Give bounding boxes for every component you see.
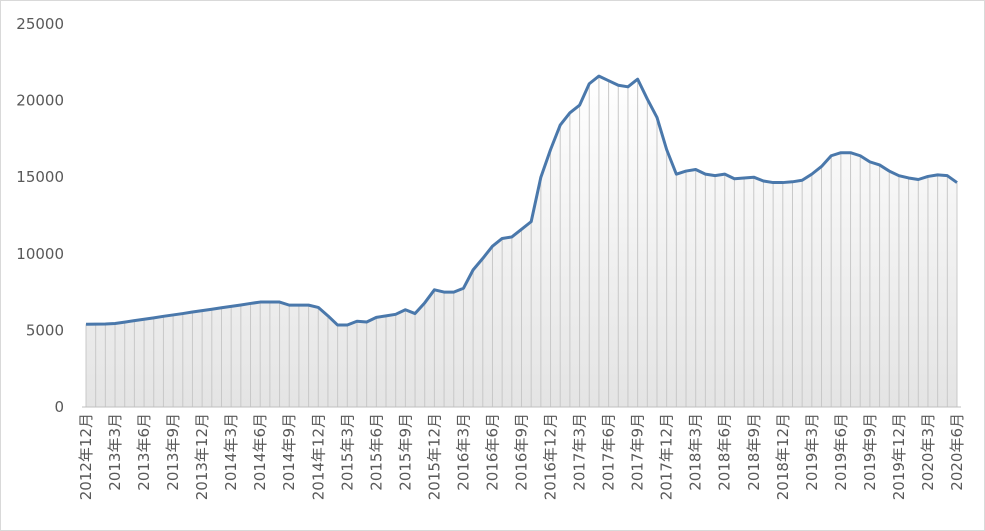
y-tick-label: 15000 bbox=[16, 168, 64, 186]
x-tick-label: 2016年6月 bbox=[483, 413, 501, 491]
x-tick-label: 2014年6月 bbox=[251, 413, 269, 491]
x-tick-label: 2018年12月 bbox=[774, 413, 792, 500]
x-tick-label: 2014年12月 bbox=[309, 413, 327, 500]
x-tick-label: 2017年9月 bbox=[629, 413, 647, 491]
x-tick-label: 2016年3月 bbox=[454, 413, 472, 491]
x-tick-label: 2017年3月 bbox=[571, 413, 589, 491]
series-line bbox=[85, 74, 958, 327]
y-tick-label: 0 bbox=[54, 398, 64, 416]
x-tick-label: 2016年9月 bbox=[513, 413, 531, 491]
y-tick-label: 20000 bbox=[16, 92, 64, 110]
x-tick-label: 2015年12月 bbox=[425, 413, 443, 500]
x-tick-label: 2014年9月 bbox=[280, 413, 298, 491]
x-tick-label: 2013年9月 bbox=[164, 413, 182, 491]
y-tick-label: 10000 bbox=[16, 245, 64, 263]
x-tick-label: 2013年6月 bbox=[135, 413, 153, 491]
y-tick-label: 5000 bbox=[26, 321, 64, 339]
x-tick-label: 2018年3月 bbox=[687, 413, 705, 491]
x-tick-label: 2015年6月 bbox=[367, 413, 385, 491]
x-tick-label: 2016年12月 bbox=[542, 413, 560, 500]
x-tick-label: 2017年6月 bbox=[600, 413, 618, 491]
x-tick-label: 2018年6月 bbox=[716, 413, 734, 491]
x-tick-label: 2018年9月 bbox=[745, 413, 763, 491]
x-tick-label: 2020年3月 bbox=[919, 413, 937, 491]
x-tick-label: 2019年12月 bbox=[890, 413, 908, 500]
x-tick-label: 2019年9月 bbox=[861, 413, 879, 491]
x-tick-label: 2015年3月 bbox=[338, 413, 356, 491]
x-tick-label: 2020年6月 bbox=[948, 413, 966, 491]
x-tick-label: 2013年3月 bbox=[106, 413, 124, 491]
x-tick-label: 2017年12月 bbox=[658, 413, 676, 500]
x-tick-label: 2015年9月 bbox=[396, 413, 414, 491]
x-tick-label: 2019年6月 bbox=[832, 413, 850, 491]
y-tick-label: 25000 bbox=[16, 15, 64, 33]
x-tick-label: 2012年12月 bbox=[77, 413, 95, 500]
x-tick-label: 2014年3月 bbox=[222, 413, 240, 491]
x-tick-label: 2013年12月 bbox=[193, 413, 211, 500]
x-tick-label: 2019年3月 bbox=[803, 413, 821, 491]
